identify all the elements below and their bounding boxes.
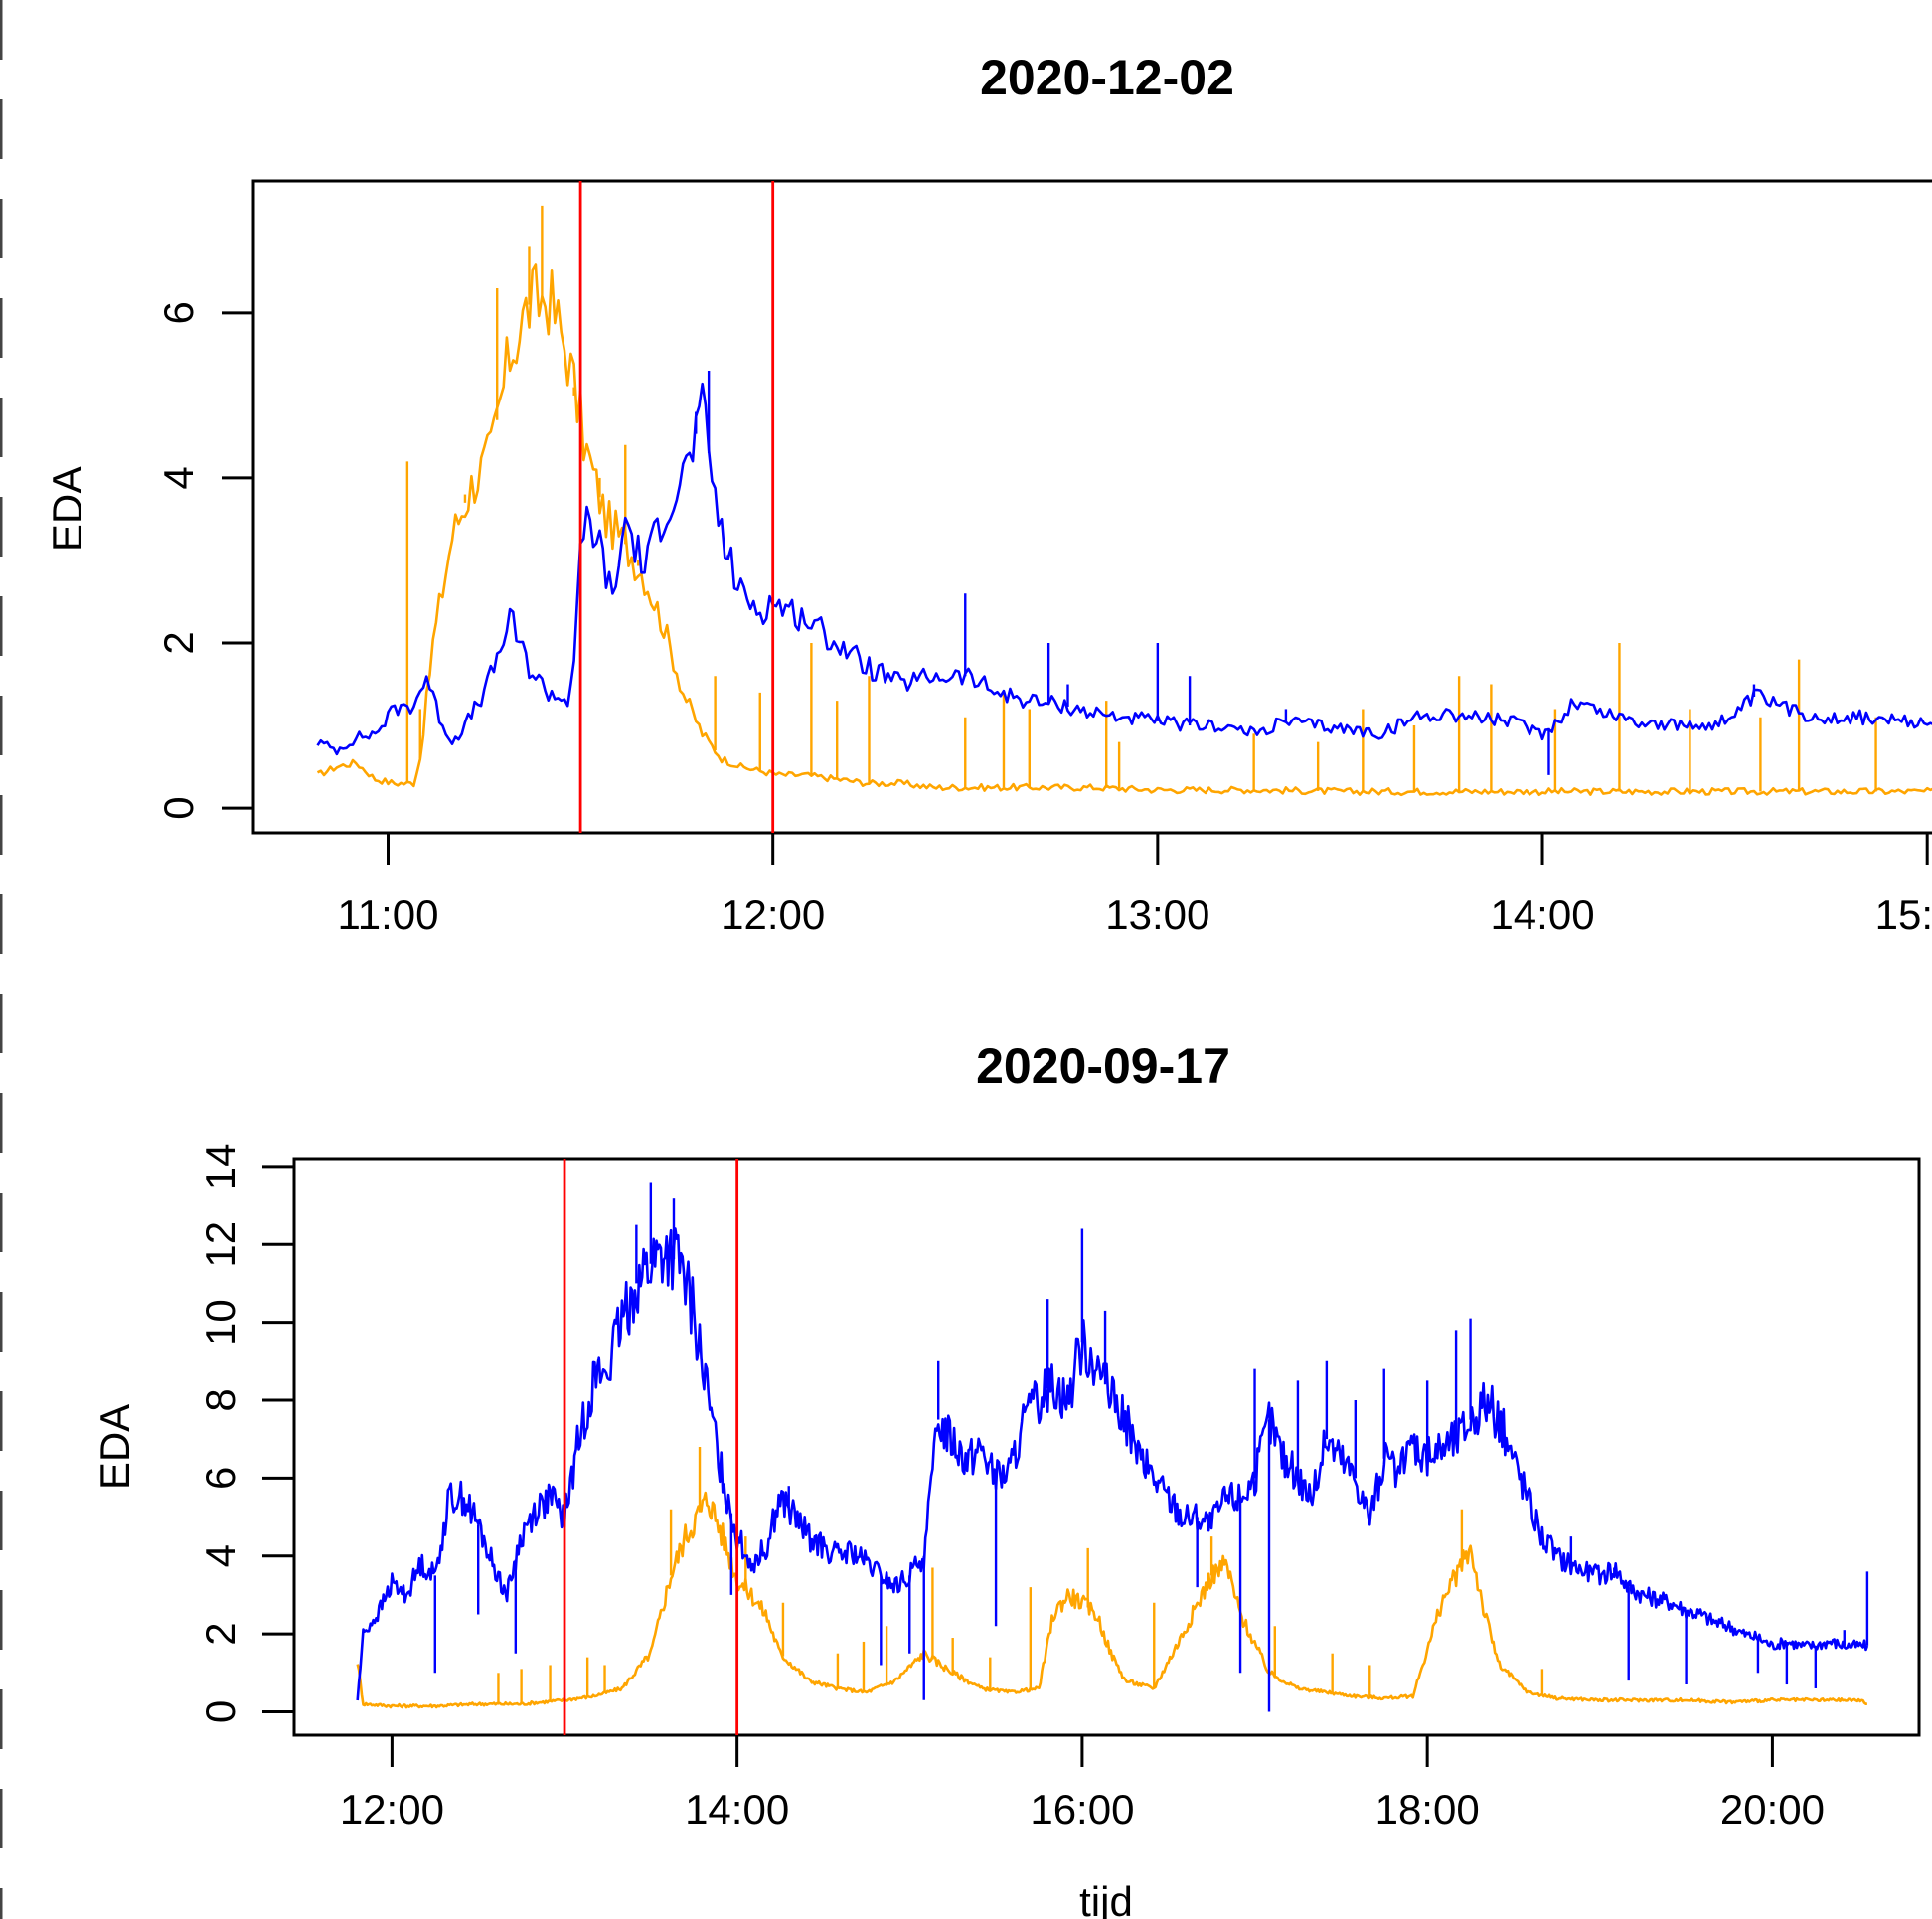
vline-layer	[563, 1159, 739, 1735]
x-tick-label: 20:00	[1720, 1786, 1825, 1833]
y-axis-label: EDA	[44, 466, 90, 552]
y-tick-label: 8	[197, 1388, 243, 1411]
chart-title: 2020-12-02	[980, 50, 1234, 105]
x-tick-label: 11:00	[338, 891, 439, 938]
y-tick-label: 14	[197, 1143, 243, 1190]
y-tick-label: 10	[197, 1299, 243, 1346]
y-tick-label: 6	[197, 1467, 243, 1490]
series-layer	[356, 1182, 1869, 1712]
x-axis: 12:00 14:00 16:00 18:00 20:00	[340, 1733, 1825, 1833]
x-tick-label: 12:00	[340, 1786, 444, 1833]
x-tick-label: 12:00	[721, 891, 825, 938]
y-axis: 0 2 4 6 8 10 12 14	[197, 1143, 296, 1723]
series-layer	[316, 205, 1932, 797]
y-axis: 0 2 4 6	[155, 301, 255, 820]
y-tick-label: 12	[197, 1221, 243, 1268]
x-tick-label: 13:00	[1105, 891, 1209, 938]
plot-box	[292, 1157, 1921, 1737]
series-line-1	[316, 382, 1932, 756]
y-axis-label: EDA	[91, 1404, 138, 1490]
series-line-1	[356, 1227, 1869, 1701]
x-tick-label: 16:00	[1030, 1786, 1134, 1833]
chart-title: 2020-09-17	[976, 1039, 1230, 1094]
x-axis-label: tijd	[1079, 1878, 1133, 1919]
y-tick-label: 0	[155, 796, 202, 819]
chart-panel-top: 2020-12-02 0 2 4 6 11:00 12:00 13:00 14:00 15:0…	[44, 50, 1932, 938]
chart-panel-bottom: 2020-09-17 0 2 4 6 8 10 12 14 12:00 14:00 16:00 18…	[91, 1039, 1921, 1919]
x-tick-label: 14:00	[1490, 891, 1594, 938]
y-tick-label: 2	[197, 1622, 243, 1645]
x-tick-label: 18:00	[1375, 1786, 1480, 1833]
y-tick-label: 4	[197, 1544, 243, 1567]
y-tick-label: 2	[155, 631, 202, 654]
x-tick-label: 14:00	[685, 1786, 789, 1833]
vline-layer	[578, 181, 775, 833]
x-axis: 11:00 12:00 13:00 14:00 15:00	[338, 831, 1932, 938]
plot-box	[251, 179, 1932, 835]
series-line-0	[316, 263, 1932, 797]
series-line-0	[356, 1491, 1867, 1709]
y-tick-label: 4	[155, 466, 202, 489]
x-tick-label: 15:00	[1875, 891, 1932, 938]
y-tick-label: 6	[155, 301, 202, 324]
y-tick-label: 0	[197, 1700, 243, 1723]
